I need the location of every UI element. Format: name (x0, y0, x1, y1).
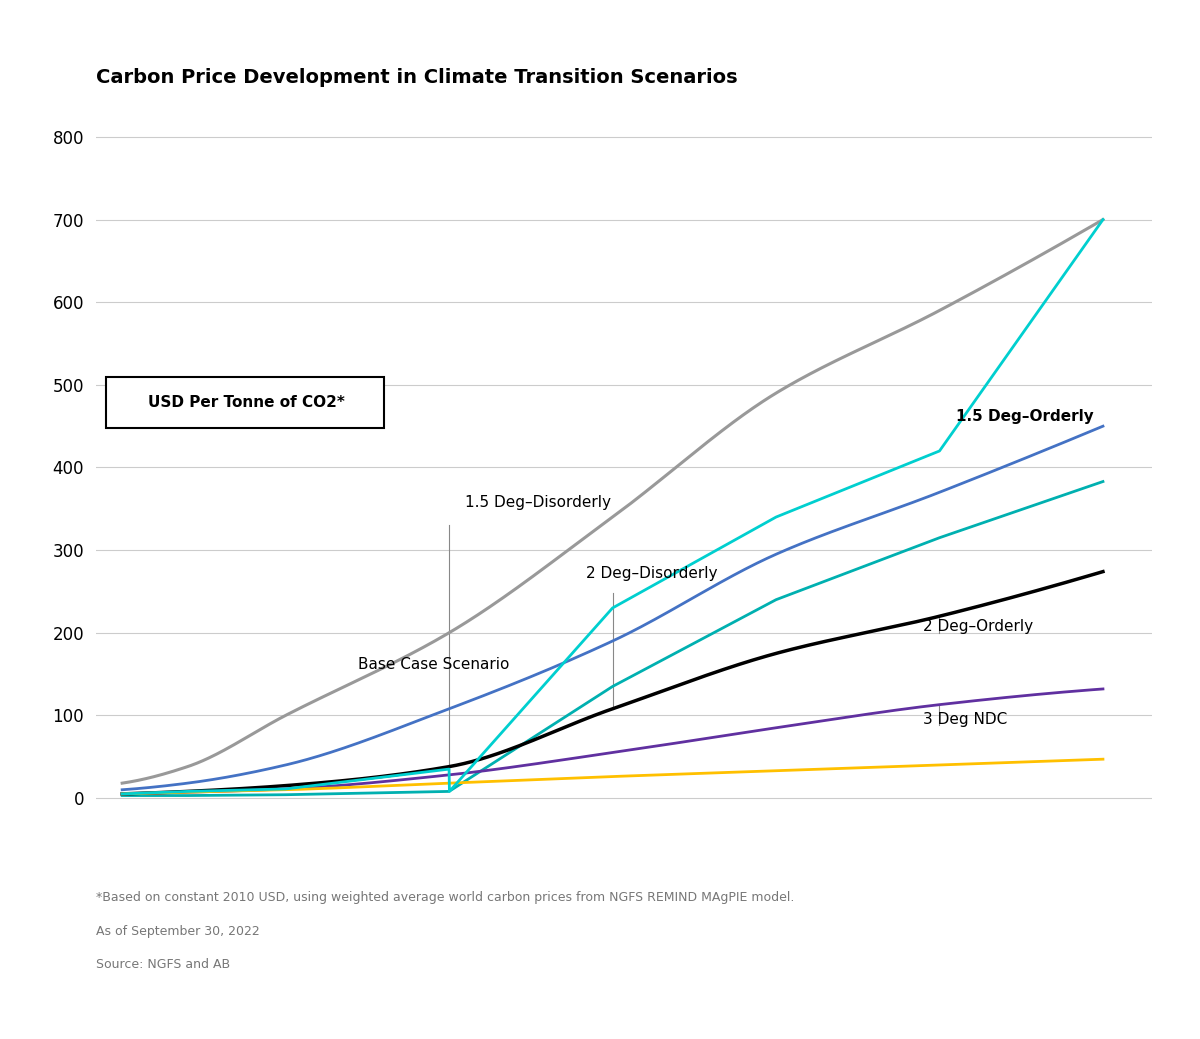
Text: 2 Deg–Disorderly: 2 Deg–Disorderly (587, 566, 718, 581)
Text: 1.5 Deg–Disorderly: 1.5 Deg–Disorderly (466, 495, 612, 510)
Text: 3 Deg NDC: 3 Deg NDC (923, 712, 1007, 727)
Text: 2030: 2030 (422, 833, 476, 852)
FancyBboxPatch shape (106, 376, 384, 428)
Text: 2045: 2045 (912, 833, 967, 852)
Text: As of September 30, 2022: As of September 30, 2022 (96, 925, 259, 938)
Text: Base Case Scenario: Base Case Scenario (358, 657, 509, 671)
Text: USD Per Tonne of CO2*: USD Per Tonne of CO2* (148, 395, 344, 409)
Text: 2 Deg–Orderly: 2 Deg–Orderly (923, 618, 1033, 634)
Text: *Based on constant 2010 USD, using weighted average world carbon prices from NGF: *Based on constant 2010 USD, using weigh… (96, 891, 794, 905)
Text: 2035: 2035 (586, 833, 640, 852)
Text: 2020: 2020 (95, 833, 149, 852)
Text: 1.5 Deg–Orderly: 1.5 Deg–Orderly (956, 408, 1093, 424)
Text: 2050: 2050 (1076, 833, 1130, 852)
Text: 2040: 2040 (749, 833, 803, 852)
Text: 2025: 2025 (258, 833, 313, 852)
Text: Carbon Price Development in Climate Transition Scenarios: Carbon Price Development in Climate Tran… (96, 69, 738, 87)
Text: 2022: 2022 (161, 833, 215, 852)
Text: Source: NGFS and AB: Source: NGFS and AB (96, 958, 230, 971)
